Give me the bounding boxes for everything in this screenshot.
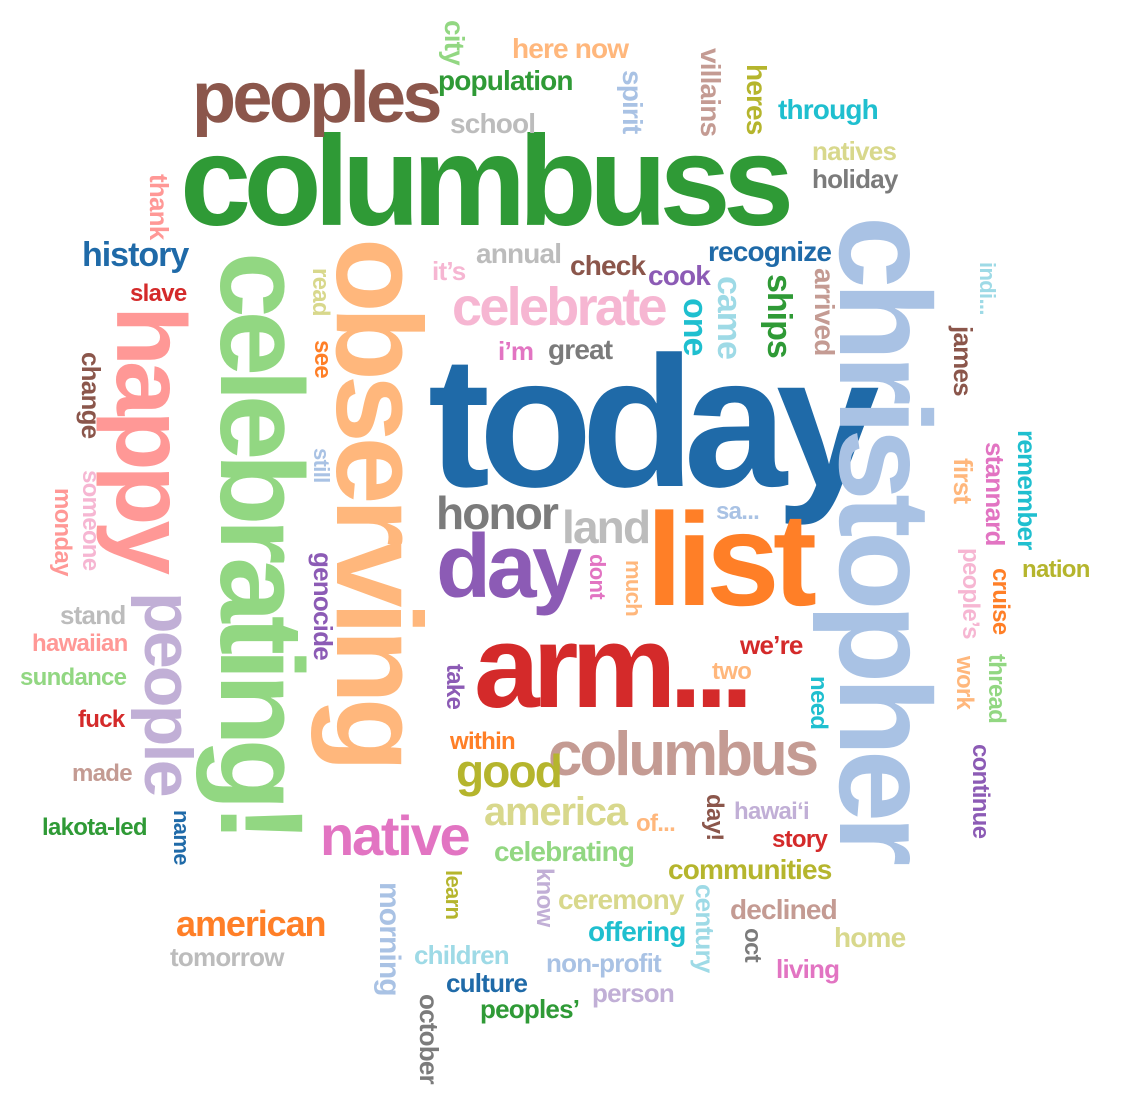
word-someone: someone (77, 470, 104, 571)
word-made: made (72, 760, 133, 787)
word-one: one (676, 298, 714, 356)
word-living: living (776, 954, 840, 984)
word-im: i’m (498, 336, 534, 366)
word-within: within (450, 728, 516, 755)
word-october: october (414, 994, 444, 1084)
word-today: today (428, 319, 879, 526)
word-arrived: arrived (809, 268, 840, 356)
word-villains: villains (695, 48, 726, 137)
word-declined: declined (730, 894, 838, 925)
word-peoples-possessive: peoples’ (480, 994, 580, 1024)
word-know: know (531, 868, 558, 927)
word-indi: indi... (975, 262, 1000, 315)
word-columbuss: columbuss (180, 110, 794, 253)
word-story: story (772, 826, 828, 853)
word-day-bang: day! (701, 794, 728, 841)
word-here-now: here now (512, 33, 629, 64)
word-century: century (690, 884, 720, 973)
word-dont: dont (585, 554, 610, 600)
word-arm: arm... (474, 601, 753, 733)
word-name: name (169, 810, 194, 865)
word-good: good (456, 745, 563, 797)
word-work: work (951, 656, 978, 710)
word-see: see (309, 340, 336, 378)
word-stannard: stannard (980, 442, 1010, 546)
word-peoples: peoples (192, 58, 442, 138)
word-children: children (414, 940, 510, 970)
word-happy: happy (96, 306, 206, 571)
word-stand: stand (60, 600, 126, 630)
word-much: much (621, 560, 646, 617)
word-history: history (82, 236, 189, 274)
word-lakota-led: lakota-led (42, 814, 148, 841)
word-hawaii: hawai‘i (734, 798, 810, 825)
word-cruise: cruise (987, 568, 1014, 635)
word-first: first (948, 458, 978, 504)
word-home: home (834, 922, 906, 953)
word-morning: morning (373, 882, 406, 996)
word-america: america (484, 790, 628, 834)
word-ceremony: ceremony (558, 884, 684, 915)
word-came: came (710, 276, 748, 359)
word-change: change (76, 352, 106, 439)
word-observing: observing (311, 238, 447, 767)
word-tomorrow: tomorrow (170, 942, 284, 972)
word-city: city (439, 20, 470, 65)
word-read: read (307, 268, 334, 316)
word-great: great (548, 334, 613, 365)
word-heres: heres (741, 64, 772, 135)
word-hawaiian: hawaiian (32, 630, 128, 657)
word-day: day (436, 517, 582, 617)
word-celebrate: celebrate (452, 277, 668, 337)
word-remember: remember (1012, 430, 1042, 550)
word-celebrating-small: celebrating (494, 836, 635, 867)
word-people: people (130, 592, 206, 795)
word-celebrating: celebrating! (195, 252, 327, 836)
word-recognize: recognize (708, 236, 832, 267)
word-cook: cook (648, 260, 711, 291)
word-nation: nation (1022, 556, 1090, 583)
word-honor: honor (436, 487, 559, 539)
word-peoples-apos: people’s (957, 548, 984, 639)
word-communities: communities (668, 854, 832, 885)
word-ships: ships (760, 274, 798, 358)
word-native: native (320, 804, 471, 867)
word-james: james (948, 326, 978, 396)
word-list: list (646, 486, 817, 633)
word-culture: culture (446, 968, 528, 998)
word-sundance: sundance (20, 664, 127, 691)
word-through: through (778, 94, 879, 125)
word-of: of... (636, 810, 676, 837)
word-oct: oct (739, 928, 766, 962)
word-person: person (592, 978, 675, 1008)
word-were: we’re (740, 630, 803, 660)
word-continue: continue (967, 744, 994, 839)
word-still: still (309, 448, 334, 483)
word-learn: learn (441, 870, 466, 920)
word-thread: thread (983, 654, 1010, 724)
word-check: check (570, 250, 646, 281)
word-offering: offering (588, 916, 686, 947)
word-holiday: holiday (812, 164, 898, 194)
word-thank: thank (144, 174, 174, 240)
word-annual: annual (476, 238, 562, 269)
word-fuck: fuck (78, 706, 125, 733)
word-sa: sa... (716, 498, 760, 525)
word-its: it’s (432, 256, 466, 286)
word-slave: slave (130, 280, 187, 307)
word-take: take (441, 664, 468, 710)
word-non-profit: non-profit (546, 948, 662, 978)
word-need: need (805, 676, 832, 730)
word-population: population (438, 65, 574, 96)
word-spirit: spirit (617, 70, 648, 134)
word-natives: natives (812, 136, 897, 166)
word-american: american (176, 903, 327, 944)
word-two: two (712, 658, 752, 685)
word-columbus: columbus (548, 720, 819, 789)
word-monday: monday (49, 488, 76, 576)
word-land: land (562, 501, 651, 553)
word-genocide: genocide (308, 552, 338, 660)
word-school: school (450, 108, 536, 139)
